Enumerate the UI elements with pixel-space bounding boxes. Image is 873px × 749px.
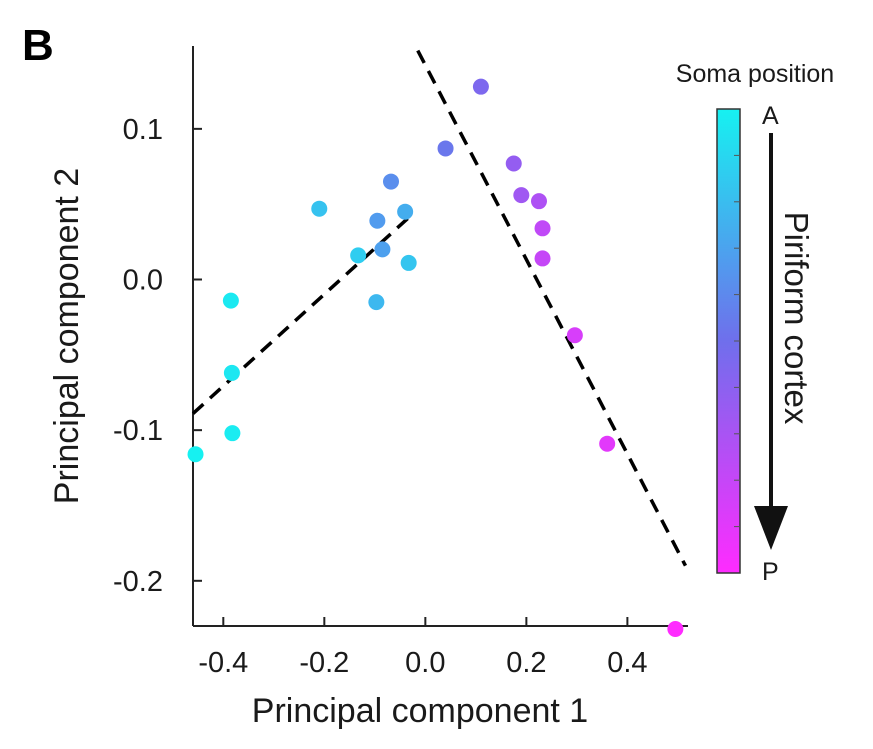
- scatter-point: [187, 446, 204, 463]
- x-tick-label: 0.4: [607, 647, 647, 679]
- scatter-point: [222, 292, 239, 309]
- colorbar-bottom-label: P: [762, 558, 779, 586]
- scatter-point: [513, 187, 530, 204]
- scatter-point: [224, 425, 241, 442]
- x-tick-label: 0.2: [506, 647, 546, 679]
- fit-lines: [191, 49, 688, 567]
- scatter-point: [368, 294, 385, 311]
- colorbar-direction-arrow-head: [754, 506, 788, 550]
- scatter-point: [530, 193, 547, 210]
- scatter-point: [472, 78, 489, 95]
- x-tick-label: -0.2: [299, 647, 349, 679]
- scatter-point: [383, 173, 399, 190]
- scatter-point: [534, 250, 551, 267]
- colorbar-ticks: [734, 154, 740, 528]
- dashed-fit-line: [416, 49, 688, 567]
- colorbar-arrow-label: Piriform cortex: [778, 212, 815, 425]
- dashed-fit-line: [191, 214, 412, 415]
- x-tick-label: 0.0: [405, 647, 445, 679]
- y-ticks: -0.2 -0.1 0.0 0.1: [113, 114, 202, 598]
- scatter-point: [599, 435, 616, 452]
- y-tick-label: 0.0: [123, 265, 163, 297]
- scatter-point: [400, 254, 417, 271]
- scatter-point: [223, 364, 240, 381]
- colorbar-top-label: A: [762, 102, 779, 130]
- scatter-point: [566, 327, 583, 344]
- scatter-point: [374, 241, 391, 258]
- x-ticks: -0.4 -0.2 0.0 0.2 0.4: [198, 617, 648, 679]
- scatter-point: [505, 155, 522, 172]
- colorbar-title: Soma position: [676, 60, 834, 88]
- scatter-point: [534, 220, 551, 237]
- scatter-points: [187, 78, 684, 638]
- scatter-point: [311, 200, 328, 217]
- y-tick-label: -0.2: [113, 566, 163, 598]
- y-axis-title: Principal component 2: [48, 168, 86, 504]
- plot-axes: -0.4 -0.2 0.0 0.2 0.4 -0.2 -0.1 0.0 0.1: [113, 46, 688, 679]
- x-tick-label: -0.4: [198, 647, 248, 679]
- y-tick-label: -0.1: [113, 415, 163, 447]
- scatter-point: [397, 203, 414, 220]
- scatter-point: [350, 247, 367, 264]
- scatter-point: [437, 140, 454, 157]
- x-axis-title: Principal component 1: [252, 692, 588, 730]
- panel-label: B: [22, 21, 54, 70]
- y-tick-label: 0.1: [123, 114, 163, 146]
- scatter-point: [369, 212, 386, 229]
- scatter-point: [667, 621, 684, 638]
- colorbar: Soma position A P Piriform cortex: [676, 60, 834, 586]
